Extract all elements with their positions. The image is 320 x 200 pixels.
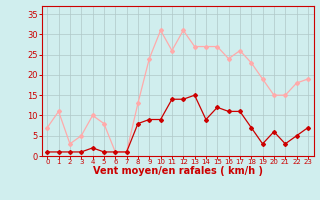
X-axis label: Vent moyen/en rafales ( km/h ): Vent moyen/en rafales ( km/h )	[92, 166, 263, 176]
